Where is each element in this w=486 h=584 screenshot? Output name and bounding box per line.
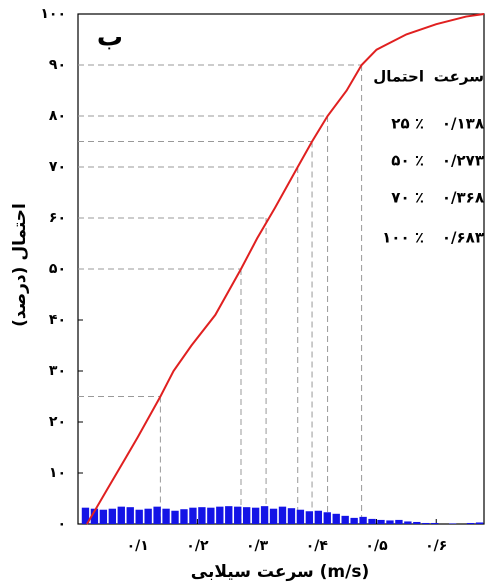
table-cell: ۰/۱۳۸ bbox=[442, 115, 484, 133]
histogram-bar bbox=[332, 513, 340, 524]
histogram-bar bbox=[99, 509, 108, 524]
table-header: سرعت bbox=[434, 68, 484, 86]
histogram-bar bbox=[448, 523, 457, 524]
histogram-bar bbox=[466, 522, 475, 524]
histogram-bar bbox=[251, 507, 260, 524]
y-tick-label: ۴۰ bbox=[49, 312, 66, 328]
table-cell: ۰/۶۸۳ bbox=[442, 229, 484, 247]
histogram-bar bbox=[314, 510, 322, 524]
panel-label: ب bbox=[97, 23, 123, 53]
y-tick-label: ۷۰ bbox=[49, 159, 66, 175]
x-tick-label: ۰/۶ bbox=[425, 538, 447, 554]
histogram-bar bbox=[117, 506, 125, 524]
histogram-bar bbox=[422, 522, 430, 524]
histogram-bar bbox=[260, 506, 269, 524]
histogram-bar bbox=[269, 508, 278, 524]
histogram-bar bbox=[180, 509, 188, 524]
x-tick-label: ۰/۳ bbox=[246, 538, 269, 554]
histogram-bar bbox=[368, 518, 376, 524]
histogram-bar bbox=[135, 509, 143, 524]
histogram-bar bbox=[386, 520, 394, 524]
histogram-bar bbox=[341, 515, 349, 524]
histogram-bar bbox=[431, 522, 439, 524]
x-tick-label: ۰/۵ bbox=[365, 538, 388, 554]
histogram-bar bbox=[278, 506, 287, 524]
histogram-bar bbox=[234, 506, 242, 524]
histogram-bar bbox=[207, 507, 215, 524]
table-cell: ۱۰۰ ٪ bbox=[382, 229, 424, 247]
histogram-bar bbox=[287, 508, 296, 524]
histogram-bar bbox=[81, 507, 90, 524]
y-tick-label: ۹۰ bbox=[49, 57, 66, 73]
x-tick-label: ۰/۲ bbox=[186, 538, 209, 554]
table-cell: ۵۰ ٪ bbox=[391, 152, 424, 170]
histogram-bar bbox=[189, 507, 197, 524]
histogram-bar bbox=[216, 506, 224, 524]
x-axis-label: سرعت سیلابی (m/s) bbox=[191, 562, 369, 582]
cdf-line bbox=[86, 13, 485, 525]
histogram-bar bbox=[171, 510, 179, 524]
histogram-bar bbox=[395, 519, 403, 524]
y-tick-label: ۰ bbox=[57, 516, 66, 532]
histogram-bar bbox=[162, 508, 170, 524]
y-axis-label: احتمال (درصد) bbox=[10, 203, 30, 327]
histogram-bar bbox=[296, 509, 305, 524]
histogram-bar bbox=[153, 506, 161, 524]
histogram-bar bbox=[404, 521, 412, 524]
y-tick-label: ۵۰ bbox=[49, 261, 66, 277]
table-cell: ۰/۳۶۸ bbox=[442, 189, 484, 207]
y-tick-label: ۲۰ bbox=[49, 414, 66, 430]
histogram-bar bbox=[108, 508, 117, 524]
histogram-bar bbox=[323, 512, 331, 524]
table-cell: ۲۵ ٪ bbox=[391, 115, 424, 133]
histogram-bar bbox=[305, 511, 314, 524]
histogram-bar bbox=[198, 507, 206, 524]
x-tick-label: ۰/۱ bbox=[127, 538, 149, 554]
histogram-bar bbox=[90, 508, 99, 524]
histogram-bar bbox=[350, 517, 358, 524]
y-tick-label: ۶۰ bbox=[49, 210, 66, 226]
y-tick-label: ۱۰ bbox=[49, 465, 66, 481]
histogram-bar bbox=[377, 519, 385, 524]
histogram-bar bbox=[359, 516, 367, 524]
histogram-bar bbox=[144, 508, 152, 524]
table-header: احتمال bbox=[373, 68, 424, 86]
y-tick-label: ۸۰ bbox=[49, 108, 66, 124]
table-cell: ۰/۲۷۳ bbox=[442, 152, 484, 170]
histogram-bar bbox=[475, 522, 484, 524]
histogram-bar bbox=[413, 521, 421, 524]
y-tick-label: ۳۰ bbox=[49, 363, 66, 379]
y-tick-label: ۱۰۰ bbox=[40, 6, 66, 22]
histogram-bar bbox=[242, 507, 251, 524]
table-cell: ۷۰ ٪ bbox=[391, 189, 424, 207]
histogram-bar bbox=[126, 507, 134, 524]
histogram-bar bbox=[225, 506, 233, 524]
x-tick-label: ۰/۴ bbox=[306, 538, 329, 554]
